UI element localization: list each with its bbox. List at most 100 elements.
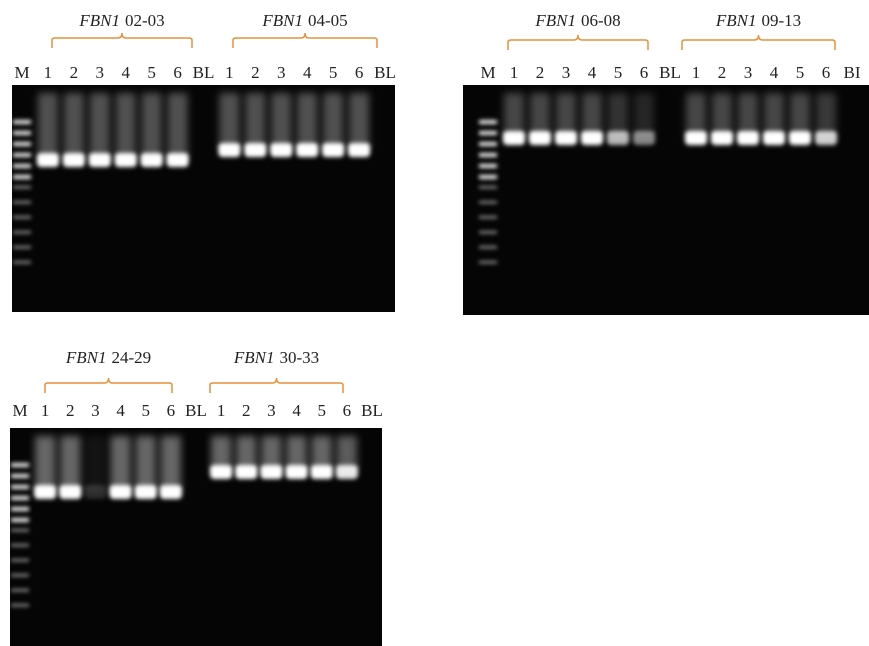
lane-label: 3 (91, 401, 100, 420)
lane-label: 5 (147, 63, 156, 82)
lane-label: 1 (510, 63, 519, 82)
dna-band (166, 153, 189, 167)
dna-band (789, 131, 811, 145)
group-bracket (209, 377, 344, 393)
dna-band (607, 131, 629, 145)
exon-range: 02-03 (125, 11, 165, 30)
lane-label: 3 (267, 401, 276, 420)
lane-smear (115, 93, 136, 160)
lane-label: 4 (116, 401, 125, 420)
lane-smear (245, 93, 266, 150)
lane-label: BL (185, 401, 207, 420)
dna-band (210, 465, 233, 479)
dna-band (62, 153, 85, 167)
lane-label: M (12, 401, 27, 420)
group-bracket (232, 32, 378, 48)
ladder-band (479, 201, 497, 204)
lane-smear (556, 93, 576, 138)
lane-smear (297, 93, 318, 150)
group-title: FBN1 09-13 (715, 11, 801, 30)
ladder-band (13, 216, 31, 219)
ladder-band (479, 216, 497, 219)
lane-label: 3 (96, 63, 105, 82)
lane-label: 2 (251, 63, 260, 82)
lane-label: 5 (141, 401, 150, 420)
dna-band (815, 131, 837, 145)
lane-label: BL (374, 63, 396, 82)
lane-label: 2 (536, 63, 545, 82)
ladder-band (11, 485, 29, 489)
ladder-band (11, 518, 29, 522)
lane-smear (167, 93, 188, 160)
lane-label: 1 (225, 63, 234, 82)
exon-range: 09-13 (761, 11, 801, 30)
lane-smear (60, 436, 81, 492)
dna-band (59, 485, 82, 499)
lane-label: 1 (217, 401, 226, 420)
dna-band (140, 153, 163, 167)
dna-band (503, 131, 525, 145)
ladder-band (13, 120, 31, 124)
lane-label: BL (659, 63, 681, 82)
lane-smear (271, 93, 292, 150)
ladder-band (13, 201, 31, 204)
ladder-band (13, 175, 31, 179)
lane-label: 6 (640, 63, 649, 82)
ladder-band (479, 186, 497, 189)
dna-band (36, 153, 59, 167)
lane-smear (336, 436, 357, 472)
ladder-band (479, 164, 497, 168)
ladder-band (11, 559, 29, 562)
lane-smear (504, 93, 524, 138)
lane-label: 2 (242, 401, 251, 420)
ladder-band (11, 529, 29, 532)
ladder-band (13, 246, 31, 249)
lane-label: 5 (796, 63, 805, 82)
group-title: FBN1 04-05 (261, 11, 347, 30)
dna-band (235, 465, 258, 479)
dna-band (134, 485, 157, 499)
dna-band (84, 485, 107, 499)
lane-label: 4 (303, 63, 312, 82)
dna-band (218, 143, 241, 157)
dna-band (109, 485, 132, 499)
lane-label: 6 (167, 401, 176, 420)
ladder-band (11, 507, 29, 511)
group-title: FBN1 30-33 (233, 348, 319, 367)
gel-panel (10, 428, 382, 646)
dna-band (348, 143, 371, 157)
lane-label: 2 (66, 401, 75, 420)
lane-label: 4 (292, 401, 301, 420)
lane-label: 3 (277, 63, 286, 82)
lane-label: 4 (121, 63, 130, 82)
exon-range: 30-33 (279, 348, 319, 367)
group-title: FBN1 02-03 (78, 11, 164, 30)
lane-smear (35, 436, 56, 492)
gene-name: FBN1 (78, 11, 120, 30)
lane-smear (236, 436, 257, 472)
lane-smear (219, 93, 240, 150)
ladder-band (13, 153, 31, 157)
dna-band (711, 131, 733, 145)
exon-range: 06-08 (581, 11, 621, 30)
ladder-band (13, 131, 31, 135)
exon-range: 04-05 (308, 11, 348, 30)
lane-smear (816, 93, 836, 138)
ladder-band (13, 142, 31, 146)
dna-band (88, 153, 111, 167)
dna-band (685, 131, 707, 145)
lane-smear (135, 436, 156, 492)
exon-range: 24-29 (111, 348, 151, 367)
gel-panel (12, 85, 395, 312)
ladder-band (479, 261, 497, 264)
dna-band (296, 143, 319, 157)
ladder-band (11, 496, 29, 500)
lane-smear (141, 93, 162, 160)
ladder-band (11, 544, 29, 547)
group-bracket (681, 34, 836, 50)
lane-label: 2 (70, 63, 79, 82)
lane-smear (686, 93, 706, 138)
lane-label: 6 (822, 63, 831, 82)
lane-smear (582, 93, 602, 138)
lane-smear (63, 93, 84, 160)
